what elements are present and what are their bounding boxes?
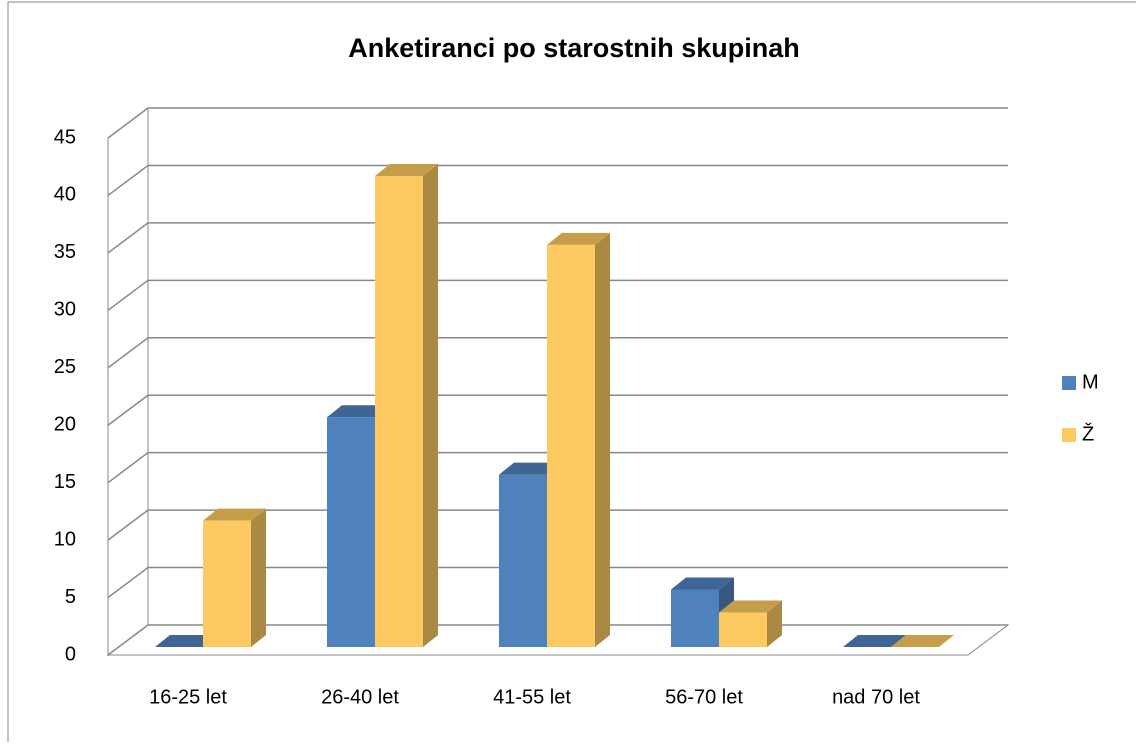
bar-side — [767, 600, 782, 647]
bar-side — [595, 232, 610, 647]
grid-line — [107, 279, 1008, 311]
y-tick-label: 40 — [54, 184, 76, 206]
bar — [155, 635, 218, 647]
bar-front — [499, 474, 547, 647]
bar-top — [203, 508, 266, 521]
y-tick-label: 20 — [54, 414, 76, 436]
bar-front — [327, 417, 375, 647]
grid-line — [107, 566, 1008, 599]
bar-side — [251, 508, 266, 647]
x-tick-label: nad 70 let — [832, 686, 920, 708]
bar-top — [719, 600, 782, 613]
y-tick-label: 25 — [54, 356, 76, 378]
y-tick-label: 15 — [54, 471, 76, 493]
bar-top — [843, 635, 906, 647]
grid-line — [107, 222, 1008, 254]
bar-front — [547, 244, 595, 647]
y-tick-label: 0 — [65, 643, 76, 665]
bar-front — [719, 612, 767, 647]
bar-top — [327, 405, 390, 418]
bar-top — [891, 635, 954, 647]
grid-line — [107, 509, 1008, 541]
legend-label: M — [1082, 371, 1099, 393]
grid-line — [107, 107, 1008, 139]
legend-swatch — [1062, 428, 1076, 442]
y-tick-label: 45 — [54, 126, 76, 148]
bar-top — [547, 232, 610, 245]
x-tick-label: 26-40 let — [321, 686, 399, 708]
y-tick-label: 35 — [54, 241, 76, 263]
bar-front — [375, 175, 423, 647]
bar-side — [423, 163, 438, 647]
bar — [671, 577, 734, 647]
bar — [843, 635, 906, 647]
bar-top — [155, 635, 218, 647]
bar-front — [203, 520, 251, 647]
y-tick-label: 10 — [54, 528, 76, 550]
chart-title: Anketiranci po starostnih skupinah — [348, 33, 800, 63]
grid-line — [107, 394, 1008, 426]
y-tick-label: 30 — [54, 299, 76, 321]
x-tick-label: 41-55 let — [493, 686, 571, 708]
x-tick-label: 56-70 let — [665, 686, 743, 708]
bar — [547, 232, 610, 647]
grid-line — [107, 164, 1008, 197]
bar — [375, 163, 438, 647]
legend-label: Ž — [1082, 422, 1094, 445]
bar-top — [375, 163, 438, 176]
y-tick-label: 5 — [65, 586, 76, 608]
grid-line — [107, 337, 1008, 369]
legend-swatch — [1062, 376, 1076, 390]
grid-line — [107, 451, 1008, 484]
bar — [203, 508, 266, 647]
bar — [891, 635, 954, 647]
bar-top — [499, 462, 562, 475]
bar — [719, 600, 782, 647]
bar-front — [671, 589, 719, 647]
x-tick-label: 16-25 let — [149, 686, 227, 708]
bar-top — [671, 577, 734, 590]
